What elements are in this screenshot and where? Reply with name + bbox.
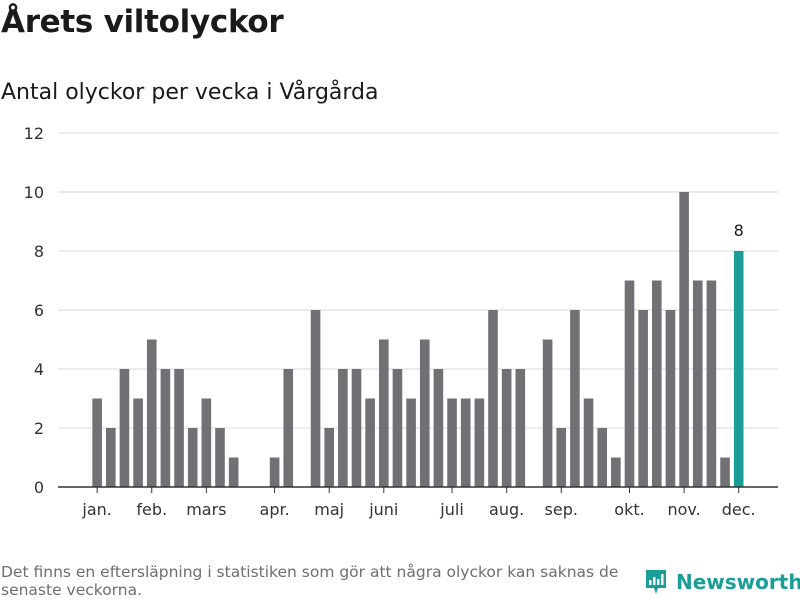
x-tick-label: aug. xyxy=(489,500,524,519)
brand-name: Newsworthy xyxy=(676,570,800,594)
bar xyxy=(433,369,444,487)
y-tick-label: 0 xyxy=(34,478,44,497)
bar xyxy=(720,457,730,487)
bar-highlight xyxy=(733,251,744,487)
bar xyxy=(406,398,416,487)
y-tick-label: 2 xyxy=(34,419,44,438)
bar xyxy=(106,428,116,487)
bar xyxy=(133,398,143,487)
bar xyxy=(215,428,225,487)
brand[interactable]: Newsworthy xyxy=(644,568,800,596)
bar xyxy=(310,310,321,487)
bar xyxy=(652,280,662,487)
bar xyxy=(638,310,648,487)
x-tick-label: mars xyxy=(186,500,226,519)
footnote: Det finns en eftersläpning i statistiken… xyxy=(1,563,619,599)
bar xyxy=(583,398,594,487)
newsworthy-logo-icon xyxy=(646,570,666,594)
bar xyxy=(692,280,703,487)
x-tick-label: apr. xyxy=(260,500,290,519)
bar xyxy=(624,280,635,487)
bar xyxy=(556,428,567,487)
data-label: 8 xyxy=(734,221,744,240)
bar xyxy=(228,457,239,487)
bar xyxy=(706,280,717,487)
bar-chart: 0 2 4 6 8 10 12 jan. feb. mars apr. maj juni juli aug.… xyxy=(24,124,778,519)
x-tick-label: maj xyxy=(314,500,344,519)
bar xyxy=(392,369,403,487)
bar xyxy=(92,398,102,487)
bar xyxy=(365,398,375,487)
x-tick-label: dec. xyxy=(722,500,756,519)
y-tick-label: 4 xyxy=(34,360,44,379)
bar xyxy=(488,310,498,487)
bar xyxy=(174,369,184,487)
bar xyxy=(570,310,580,487)
y-tick-label: 12 xyxy=(24,124,44,143)
bar xyxy=(187,428,198,487)
y-tick-label: 8 xyxy=(34,242,44,261)
bar xyxy=(474,398,485,487)
bar xyxy=(460,398,471,487)
bar xyxy=(665,310,676,487)
bar xyxy=(269,457,280,487)
bar xyxy=(338,369,348,487)
x-tick-label: okt. xyxy=(614,500,644,519)
bar xyxy=(160,369,171,487)
bar xyxy=(611,457,621,487)
x-tick-label: feb. xyxy=(136,500,167,519)
bar xyxy=(146,339,157,487)
bar xyxy=(283,369,294,487)
bar xyxy=(324,428,334,487)
y-tick-label: 10 xyxy=(24,183,44,202)
chart-subtitle: Antal olyckor per vecka i Vårgårda xyxy=(1,80,379,105)
bar xyxy=(351,369,362,487)
bar xyxy=(515,369,526,487)
chart-title: Årets viltolyckor xyxy=(1,4,284,40)
bar xyxy=(447,398,457,487)
bar xyxy=(119,369,130,487)
y-tick-label: 6 xyxy=(34,301,44,320)
bar xyxy=(542,339,553,487)
bar xyxy=(201,398,212,487)
bar xyxy=(679,192,689,487)
x-tick-label: sep. xyxy=(545,500,578,519)
bar xyxy=(379,339,389,487)
bar xyxy=(597,428,607,487)
x-tick-label: jan. xyxy=(81,500,111,519)
x-tick-label: juli xyxy=(439,500,463,519)
x-tick-label: nov. xyxy=(667,500,700,519)
x-tick-label: juni xyxy=(368,500,398,519)
bar xyxy=(419,339,430,487)
bar xyxy=(501,369,512,487)
